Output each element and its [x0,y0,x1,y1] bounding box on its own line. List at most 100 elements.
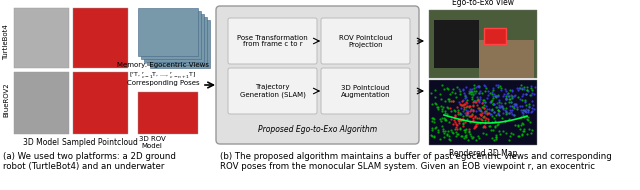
Point [512,107,522,110]
Point [516,94,527,97]
Point [461,105,471,108]
Point [474,136,484,139]
Bar [429,80,537,145]
Point [436,98,446,101]
Point [460,128,470,131]
Point [444,100,454,103]
Point [454,119,464,122]
Point [515,127,525,131]
Point [481,100,491,103]
Text: TurtleBot4: TurtleBot4 [3,24,9,60]
Bar [434,20,479,68]
Point [472,98,482,101]
Point [445,138,455,141]
Point [473,99,483,102]
Point [475,121,485,124]
Point [521,114,531,117]
Point [451,133,461,136]
Point [429,135,439,138]
Point [468,100,478,103]
Point [440,112,450,115]
Point [484,107,495,110]
Point [449,110,460,113]
Point [476,118,486,121]
Point [444,120,454,124]
Point [455,112,465,115]
Point [481,104,492,107]
Point [508,105,518,108]
Point [501,111,511,114]
Point [486,100,496,103]
Point [522,89,532,92]
Text: Corresponding Poses: Corresponding Poses [127,80,199,86]
Point [445,93,456,96]
Point [470,138,481,141]
Text: Trajectory
Generation (SLAM): Trajectory Generation (SLAM) [239,84,305,98]
Point [493,108,503,111]
Point [429,136,440,139]
Point [468,118,478,121]
Point [518,129,528,132]
Point [466,93,476,96]
Point [439,117,449,120]
Point [511,104,521,107]
Point [443,107,453,110]
Point [458,98,468,101]
Point [470,100,480,103]
Point [474,99,484,102]
Point [479,124,489,127]
Point [445,118,456,121]
Point [493,83,503,86]
Point [451,116,461,119]
Point [429,88,440,91]
Point [473,122,483,125]
Point [467,105,477,108]
Point [427,129,437,132]
Point [490,120,500,123]
Point [457,99,467,102]
Point [442,87,452,90]
Point [522,116,532,119]
Point [472,122,482,125]
Point [468,110,478,113]
Point [440,117,451,120]
Point [465,115,476,118]
Point [487,137,497,140]
Point [464,105,474,108]
Point [517,134,527,137]
Point [456,103,467,106]
Point [433,108,444,111]
Point [471,86,481,89]
Point [456,117,467,120]
Point [464,91,474,94]
Point [498,130,508,133]
Point [431,103,441,106]
Point [458,114,468,117]
Point [429,96,440,99]
Point [526,85,536,88]
Point [471,89,481,92]
Point [469,90,479,93]
Point [474,91,484,94]
Point [501,109,511,112]
Point [431,106,442,109]
Point [436,105,446,108]
Point [493,112,503,115]
Point [460,94,470,97]
Point [500,97,511,100]
Point [516,124,527,127]
Point [462,99,472,102]
Point [435,137,445,140]
Point [483,117,493,120]
Text: Sampled Pointcloud: Sampled Pointcloud [62,138,138,147]
Point [492,101,502,104]
Point [446,109,456,112]
Point [487,93,497,96]
Point [471,100,481,103]
Point [495,132,506,135]
Bar [14,8,69,68]
Text: Rendered 3D Map: Rendered 3D Map [449,149,517,158]
Point [461,117,472,120]
Point [489,116,499,120]
Point [485,125,495,128]
